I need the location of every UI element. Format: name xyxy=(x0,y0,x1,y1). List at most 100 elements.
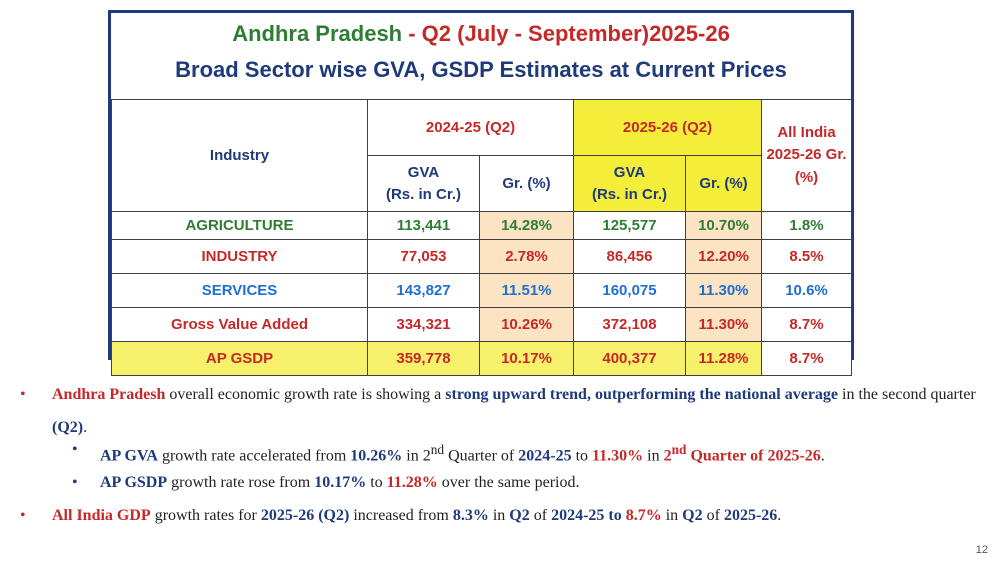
bullet-text: Quarter of xyxy=(686,447,768,465)
title-state: Andhra Pradesh xyxy=(232,21,403,46)
row-label: AGRICULTURE xyxy=(111,211,368,240)
bullet-text: nd xyxy=(430,442,445,457)
bullet-text: 2 xyxy=(663,447,672,465)
bullet-text: 2024-25 xyxy=(518,447,572,465)
bullet-text: strong upward trend, outperforming the n… xyxy=(445,386,839,403)
bullet-text: in the second quarter xyxy=(838,386,976,403)
title-period: - Q2 (July - September)2025-26 xyxy=(402,21,730,46)
bullet-text: 8.7% xyxy=(625,507,662,524)
table-row-industry: INDUSTRY 77,053 2.78% 86,456 12.20% 8.5% xyxy=(111,239,852,274)
bullet-text: increased from xyxy=(349,507,453,524)
all-india-growth: 1.8% xyxy=(761,211,852,240)
header-growth-1: Gr. (%) xyxy=(479,155,574,212)
bullet-1: Andhra Pradesh overall economic growth r… xyxy=(52,378,982,444)
header-2025-26: 2025-26 (Q2) xyxy=(573,99,762,156)
row-label: AP GSDP xyxy=(111,341,368,376)
bullet-text: in 2 xyxy=(402,447,431,465)
bullet-text: Q2 xyxy=(509,507,530,524)
table-row-services: SERVICES 143,827 11.51% 160,075 11.30% 1… xyxy=(111,273,852,308)
gva-unit: (Rs. in Cr.) xyxy=(591,185,667,203)
growth-2024-25: 2.78% xyxy=(479,239,574,274)
bullet-marker: • xyxy=(20,386,26,403)
bullet-text: 11.28% xyxy=(386,474,438,491)
header-2024-25: 2024-25 (Q2) xyxy=(367,99,574,156)
gva-2024-25: 143,827 xyxy=(367,273,480,308)
bullet-text: (Q2) xyxy=(52,419,84,436)
row-label: SERVICES xyxy=(111,273,368,308)
bullet-text: 11.30% xyxy=(592,447,644,465)
gva-2025-26: 125,577 xyxy=(573,211,686,240)
bullet-text: of xyxy=(702,507,724,524)
page-number: 12 xyxy=(975,544,988,556)
header-growth-2: Gr. (%) xyxy=(685,155,762,212)
growth-2025-26: 12.20% xyxy=(685,239,762,274)
growth-2025-26: 11.30% xyxy=(685,307,762,342)
growth-2025-26: 11.28% xyxy=(685,341,762,376)
bullet-text: growth rate accelerated from xyxy=(157,447,351,465)
row-label: Gross Value Added xyxy=(111,307,368,342)
bullet-text: growth rate rose from xyxy=(167,474,315,491)
bullet-text: 2025-26 xyxy=(723,507,778,524)
row-label: INDUSTRY xyxy=(111,239,368,274)
bullet-marker: • xyxy=(72,474,78,491)
header-industry: Industry xyxy=(111,99,368,212)
bullet-text: Q2 xyxy=(682,507,703,524)
all-india-growth: 8.7% xyxy=(761,307,852,342)
bullet-text: AP GVA xyxy=(100,447,158,465)
bullet-marker: • xyxy=(20,507,26,524)
growth-2024-25: 10.26% xyxy=(479,307,574,342)
header-gva-2: GVA (Rs. in Cr.) xyxy=(573,155,686,212)
gva-label: GVA xyxy=(613,163,646,181)
gva-2025-26: 400,377 xyxy=(573,341,686,376)
gva-gsdp-table: Industry 2024-25 (Q2) 2025-26 (Q2) All I… xyxy=(111,99,852,376)
gva-2025-26: 372,108 xyxy=(573,307,686,342)
bullet-text: of xyxy=(529,507,552,524)
summary-table-box: Andhra Pradesh - Q2 (July - September)20… xyxy=(108,10,854,376)
bullet-text: All India GDP xyxy=(52,507,151,524)
header-gva-1: GVA (Rs. in Cr.) xyxy=(367,155,480,212)
gva-2024-25: 334,321 xyxy=(367,307,480,342)
bullet-text: over the same period. xyxy=(437,474,580,491)
growth-2024-25: 10.17% xyxy=(479,341,574,376)
gva-2024-25: 113,441 xyxy=(367,211,480,240)
bullet-text: . xyxy=(83,419,88,436)
bullet-text: in xyxy=(661,507,683,524)
gva-2025-26: 160,075 xyxy=(573,273,686,308)
bullet-text: 10.17% xyxy=(314,474,367,491)
bullet-text: 10.26% xyxy=(350,447,403,465)
bullet-text: growth rates for xyxy=(150,507,261,524)
all-india-growth: 10.6% xyxy=(761,273,852,308)
bullet-text: AP GSDP xyxy=(100,474,168,491)
bullet-text: Andhra Pradesh xyxy=(52,386,166,403)
bullet-text: 2025-26 (Q2) xyxy=(260,507,350,524)
table-row-gsdp: AP GSDP 359,778 10.17% 400,377 11.28% 8.… xyxy=(111,341,852,376)
growth-2024-25: 14.28% xyxy=(479,211,574,240)
bullet-text: Quarter of xyxy=(444,447,519,465)
table-row-agriculture: AGRICULTURE 113,441 14.28% 125,577 10.70… xyxy=(111,211,852,240)
gva-unit: (Rs. in Cr.) xyxy=(385,185,461,203)
bullet-3: AP GSDP growth rate rose from 10.17% to … xyxy=(100,466,980,499)
bullet-text: in xyxy=(488,507,510,524)
slide-title: Andhra Pradesh - Q2 (July - September)20… xyxy=(111,21,851,47)
bullet-text: in xyxy=(643,447,664,465)
bullet-4: All India GDP growth rates for 2025-26 (… xyxy=(52,499,982,532)
gva-label: GVA xyxy=(407,163,440,181)
all-india-growth: 8.5% xyxy=(761,239,852,274)
bullet-text: . xyxy=(820,447,825,465)
bullet-text: 8.3% xyxy=(452,507,489,524)
bullet-text: to xyxy=(366,474,387,491)
all-india-growth: 8.7% xyxy=(761,341,852,376)
gva-2024-25: 359,778 xyxy=(367,341,480,376)
growth-2024-25: 11.51% xyxy=(479,273,574,308)
slide-subtitle: Broad Sector wise GVA, GSDP Estimates at… xyxy=(175,57,787,82)
header-all-india: All India 2025-26 Gr. (%) xyxy=(761,99,852,212)
growth-2025-26: 10.70% xyxy=(685,211,762,240)
bullet-text: overall economic growth rate is showing … xyxy=(165,386,446,403)
table-row-gva: Gross Value Added 334,321 10.26% 372,108… xyxy=(111,307,852,342)
bullet-text: to xyxy=(571,447,593,465)
bullet-text: nd xyxy=(671,442,687,457)
bullet-text: 2024-25 to xyxy=(551,507,622,524)
bullet-marker: • xyxy=(72,441,78,458)
bullet-text: . xyxy=(777,507,782,524)
gva-2025-26: 86,456 xyxy=(573,239,686,274)
